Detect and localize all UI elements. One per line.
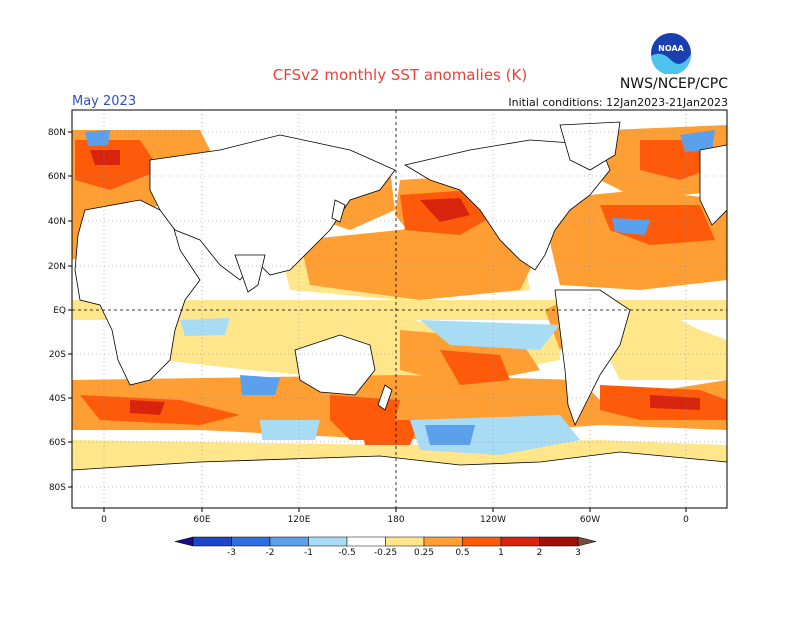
- logo-text: NOAA: [658, 44, 684, 53]
- legend-tick-label: 2: [537, 548, 543, 558]
- australia-landmass: [294, 334, 376, 396]
- legend-tick-label: 0.25: [414, 548, 434, 558]
- legend-tick-label: -2: [266, 548, 275, 558]
- lon-label: 120W: [480, 515, 506, 525]
- legend-swatch: [539, 536, 579, 547]
- lat-label: 60N: [48, 172, 66, 182]
- legend-tick-label: 0.5: [455, 548, 469, 558]
- anomaly-moderate-cool: [85, 130, 715, 445]
- source-label: NWS/NCEP/CPC: [619, 76, 728, 92]
- target-month: May 2023: [72, 94, 137, 109]
- legend-swatch: [385, 536, 425, 547]
- legend-tick-label: -3: [227, 548, 236, 558]
- lat-label: 40S: [49, 394, 66, 404]
- anomaly-field: [72, 110, 727, 508]
- lat-label: 20S: [49, 350, 66, 360]
- new-zealand-landmass: [377, 384, 393, 411]
- eurasia-landmass: [149, 134, 396, 281]
- initial-conditions: Initial conditions: 12Jan2023-21Jan2023: [508, 96, 728, 109]
- india-landmass: [234, 254, 266, 293]
- legend-swatch: [231, 536, 271, 547]
- legend-tick-label: -0.5: [338, 548, 356, 558]
- anomaly-very-strong-warm: [90, 150, 700, 415]
- legend-swatch: [500, 536, 540, 547]
- antarctica-landmass: [72, 451, 727, 508]
- legend-tick-label: -1: [304, 548, 313, 558]
- lat-label: 20N: [48, 262, 66, 272]
- south-america-landmass: [554, 289, 631, 427]
- legend-arrow-low: [174, 536, 194, 547]
- legend-swatch: [462, 536, 502, 547]
- noaa-logo: NOAA: [650, 32, 692, 76]
- lat-label: 60S: [49, 438, 66, 448]
- lat-label: 40N: [48, 217, 66, 227]
- legend-swatch: [269, 536, 309, 547]
- map-frame: [71, 109, 728, 509]
- legend-arrow-high: [577, 536, 597, 547]
- africa-landmass: [74, 199, 201, 386]
- axis-ticks: [68, 131, 687, 512]
- lat-label: EQ: [53, 306, 66, 316]
- legend-tick-label: -0.25: [374, 548, 397, 558]
- lon-label: 120E: [288, 515, 311, 525]
- reference-lines: [72, 110, 727, 508]
- lat-label: 80N: [48, 128, 66, 138]
- lon-label: 180: [387, 515, 404, 525]
- legend-swatch: [192, 536, 232, 547]
- lon-label: 60E: [193, 515, 210, 525]
- lon-label: 0: [683, 515, 689, 525]
- continents: [72, 121, 727, 508]
- legend-tick-label: 3: [575, 548, 581, 558]
- lat-label: 80S: [49, 483, 66, 493]
- lon-label: 0: [101, 515, 107, 525]
- color-legend: -3 -2 -1 -0.5 -0.25 0.25 0.5 1 2 3: [174, 536, 597, 558]
- lon-label: 60W: [580, 515, 600, 525]
- legend-swatch: [308, 536, 348, 547]
- chart-title: CFSv2 monthly SST anomalies (K): [272, 66, 528, 84]
- latitude-labels: 80N 60N 40N 20N EQ 20S 40S 60S 80S: [48, 128, 66, 493]
- japan-landmass: [331, 199, 346, 223]
- legend-tick-label: 1: [498, 548, 504, 558]
- legend-swatch: [423, 536, 463, 547]
- legend-swatch: [346, 536, 386, 547]
- europe-edge-landmass: [699, 144, 727, 226]
- longitude-labels: 0 60E 120E 180 120W 60W 0: [101, 515, 689, 525]
